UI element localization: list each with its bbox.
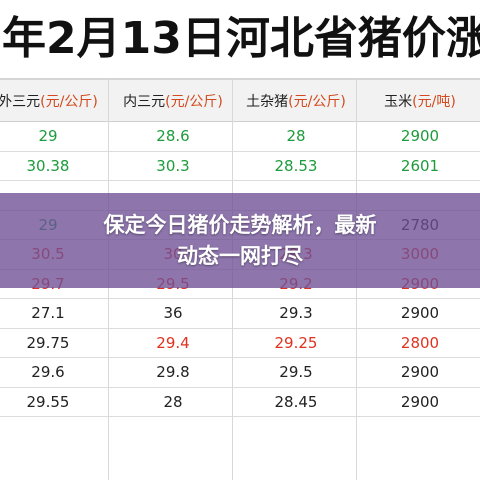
table-cell: 29.25 — [274, 333, 318, 352]
headline-banner: 保定今日猪价走势解析，最新 动态一网打尽 — [0, 193, 480, 288]
table-cell: 28 — [163, 392, 183, 411]
table-cell: 30.3 — [156, 156, 190, 175]
table-cell: 29.6 — [31, 363, 65, 382]
table-cell: 2601 — [400, 156, 440, 175]
table-cell: 29.75 — [26, 333, 70, 352]
header-cell: 内三元 (元/公斤) — [113, 80, 233, 121]
table-cell: 2900 — [400, 392, 440, 411]
table-header: 外三元 (元/公斤) 内三元 (元/公斤) 土杂猪 (元/公斤) 玉米 (元/吨) — [0, 78, 480, 122]
header-unit: (元/公斤) — [165, 93, 223, 110]
header-cell: 外三元 (元/公斤) — [0, 80, 108, 121]
table-cell: 2900 — [400, 363, 440, 382]
header-unit: (元/吨) — [412, 93, 456, 110]
header-label: 土杂猪 — [246, 93, 289, 110]
table-cell: 29.8 — [156, 363, 190, 382]
table-cell: 30.38 — [26, 156, 70, 175]
table-cell: 27.1 — [31, 304, 65, 323]
table-row: 29.6 29.8 29.5 2900 — [0, 358, 480, 388]
table-row: 29 28.6 28 2900 — [0, 122, 480, 152]
header-unit: (元/公斤) — [288, 93, 346, 110]
headline-line-1: 保定今日猪价走势解析，最新 — [103, 212, 377, 237]
table-cell: 29 — [38, 127, 58, 146]
table-cell: 29.55 — [26, 392, 70, 411]
headline-line-2: 动态一网打尽 — [177, 243, 303, 268]
header-cell: 玉米 (元/吨) — [360, 80, 480, 121]
table-cell: 29.3 — [279, 304, 313, 323]
header-label: 外三元 — [0, 93, 41, 110]
header-label: 玉米 — [384, 93, 413, 110]
page-title: 年2月13日河北省猪价涨跌 — [0, 0, 480, 78]
table-cell: 28.53 — [274, 156, 318, 175]
table-cell: 29.5 — [279, 363, 313, 382]
table-cell: 28.45 — [274, 392, 318, 411]
table-cell: 2800 — [400, 333, 440, 352]
header-unit: (元/公斤) — [40, 93, 98, 110]
table-cell: 36 — [163, 304, 183, 323]
table-cell: 2900 — [400, 304, 440, 323]
header-cell: 土杂猪 (元/公斤) — [236, 80, 356, 121]
table-row: 29.55 28 28.45 2900 — [0, 387, 480, 417]
table-row: 30.38 30.3 28.53 2601 — [0, 151, 480, 181]
table-cell: 28 — [286, 127, 306, 146]
table-row: 27.1 36 29.3 2900 — [0, 299, 480, 329]
table-cell: 29.4 — [156, 333, 190, 352]
table-cell: 2900 — [400, 127, 440, 146]
table-cell: 28.6 — [156, 127, 190, 146]
header-label: 内三元 — [123, 93, 166, 110]
table-row: 29.75 29.4 29.25 2800 — [0, 328, 480, 358]
